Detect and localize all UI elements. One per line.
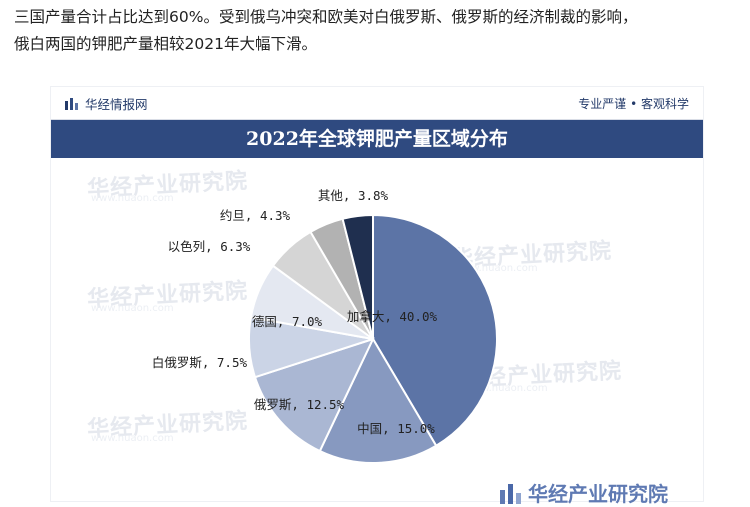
pie-slice — [253, 337, 375, 453]
data-label: 中国, 15.0% — [357, 421, 435, 436]
card-header: 华经情报网 专业严谨 • 客观科学 — [51, 87, 703, 120]
footer-watermark-text: 华经产业研究院 — [528, 482, 668, 506]
watermark-url: www.huaon.com — [455, 263, 538, 274]
watermark-url: www.huaon.com — [465, 383, 548, 394]
footer-watermark: 华经产业研究院 — [500, 478, 668, 507]
brand-name: 华经情报网 — [85, 97, 148, 112]
watermark-url: www.huaon.com — [91, 193, 174, 204]
data-label: 白俄罗斯, 7.5% — [152, 355, 248, 370]
pie-slice — [318, 336, 438, 464]
article-line-2: 俄白两国的钾肥产量相较2021年大幅下滑。 — [14, 35, 317, 53]
data-label: 约旦, 4.3% — [220, 208, 291, 223]
slogan: 专业严谨 • 客观科学 — [578, 97, 689, 111]
article-line-1: 三国产量合计占比达到60%。受到俄乌冲突和欧美对白俄罗斯、俄罗斯的经济制裁的影响… — [14, 8, 638, 26]
pie-slice — [372, 213, 498, 448]
footer-logo-icon — [500, 483, 521, 504]
watermark-url: www.huaon.com — [91, 303, 174, 314]
brand: 华经情报网 — [65, 94, 148, 113]
data-label: 其他, 3.8% — [318, 188, 389, 203]
article-text: 三国产量合计占比达到60%。受到俄乌冲突和欧美对白俄罗斯、俄罗斯的经济制裁的影响… — [14, 4, 738, 58]
brand-logo-icon — [65, 97, 78, 110]
chart-card: 华经情报网 专业严谨 • 客观科学 2022年全球钾肥产量区域分布 华经产业研究… — [50, 86, 704, 502]
data-label: 德国, 7.0% — [252, 314, 323, 329]
data-label: 俄罗斯, 12.5% — [254, 397, 345, 412]
pie-slice — [341, 213, 374, 340]
data-label: 以色列, 6.3% — [168, 239, 251, 254]
watermark-url: www.huaon.com — [91, 433, 174, 444]
data-label: 加拿大, 40.0% — [347, 309, 438, 324]
pie-chart: 加拿大, 40.0% 中国, 15.0% 俄罗斯, 12.5% 白俄罗斯, 7.5% 德… — [152, 188, 498, 464]
chart-title: 2022年全球钾肥产量区域分布 — [51, 120, 703, 158]
